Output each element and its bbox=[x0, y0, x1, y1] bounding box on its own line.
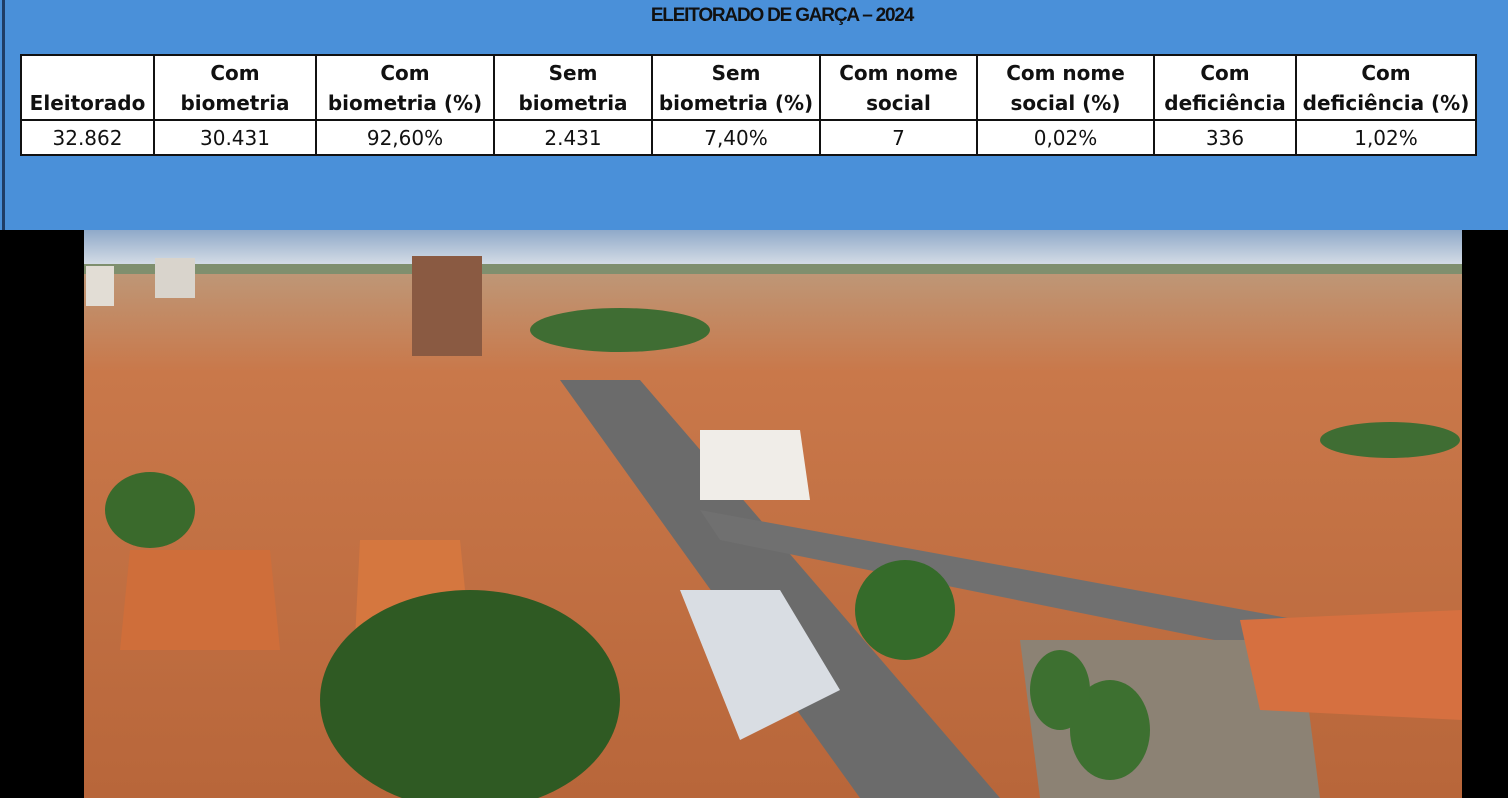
roof bbox=[120, 550, 280, 650]
tree bbox=[1030, 650, 1090, 730]
building bbox=[700, 430, 810, 500]
column-header: Com nome social (%) bbox=[976, 54, 1155, 121]
tree bbox=[855, 560, 955, 660]
tree-row bbox=[530, 308, 710, 352]
roof bbox=[1240, 610, 1462, 720]
header-line: Com bbox=[1361, 61, 1411, 85]
header-line: Com bbox=[210, 61, 260, 85]
header-line: Com bbox=[1200, 61, 1250, 85]
table-body: 32.862 30.431 92,60% 2.431 7,40% 7 0,02% 336 1,0… bbox=[20, 119, 1477, 156]
panel-edge bbox=[2, 0, 5, 230]
tree bbox=[1070, 680, 1150, 780]
header-line: social (%) bbox=[1010, 91, 1121, 115]
tree bbox=[320, 590, 620, 798]
photo-sky bbox=[84, 230, 1462, 270]
building bbox=[155, 258, 195, 298]
header-line: Com bbox=[380, 61, 430, 85]
column-header: Sem biometria bbox=[493, 54, 653, 121]
header-line: Com nome bbox=[1006, 61, 1125, 85]
header-row: Eleitorado Com biometria Com biometria (%) Se… bbox=[20, 54, 1477, 121]
column-header: Sem biometria (%) bbox=[651, 54, 821, 121]
data-cell: 0,02% bbox=[976, 119, 1155, 156]
tower-building bbox=[412, 256, 482, 356]
data-cell: 1,02% bbox=[1295, 119, 1477, 156]
column-header: Com deficiência bbox=[1153, 54, 1297, 121]
column-header: Com nome social bbox=[819, 54, 978, 121]
header-line: biometria (%) bbox=[327, 91, 483, 115]
title: ELEITORADO DE GARÇA – 2024 bbox=[650, 5, 915, 26]
metal-roof bbox=[680, 590, 840, 740]
data-cell: 7,40% bbox=[651, 119, 821, 156]
data-cell: 336 bbox=[1153, 119, 1297, 156]
header-line: biometria bbox=[518, 91, 628, 115]
header-line: biometria (%) bbox=[658, 91, 814, 115]
data-cell: 2.431 bbox=[493, 119, 653, 156]
tree-row bbox=[1320, 422, 1460, 458]
data-cell: 7 bbox=[819, 119, 978, 156]
horizon bbox=[84, 264, 1462, 274]
column-header: Com biometria bbox=[153, 54, 317, 121]
data-cell: 92,60% bbox=[315, 119, 495, 156]
column-header: Com deficiência (%) bbox=[1295, 54, 1477, 121]
data-cell: 30.431 bbox=[153, 119, 317, 156]
city-photo bbox=[84, 230, 1462, 798]
header-line: Com nome bbox=[839, 61, 958, 85]
header-line: social bbox=[866, 91, 931, 115]
header-line: Eleitorado bbox=[29, 91, 146, 115]
header-line: deficiência (%) bbox=[1302, 91, 1470, 115]
street bbox=[560, 380, 1000, 798]
building bbox=[86, 266, 114, 306]
data-cell: 32.862 bbox=[20, 119, 155, 156]
header-line: Sem bbox=[711, 61, 761, 85]
column-header: Com biometria (%) bbox=[315, 54, 495, 121]
tree bbox=[105, 472, 195, 548]
header-line: biometria bbox=[180, 91, 290, 115]
data-row: 32.862 30.431 92,60% 2.431 7,40% 7 0,02% 336 1,0… bbox=[20, 119, 1477, 156]
column-header: Eleitorado bbox=[20, 54, 155, 121]
voter-table: Eleitorado Com biometria Com biometria (%) Se… bbox=[20, 54, 1477, 156]
header-line: Sem bbox=[548, 61, 598, 85]
header-line: deficiência bbox=[1164, 91, 1286, 115]
